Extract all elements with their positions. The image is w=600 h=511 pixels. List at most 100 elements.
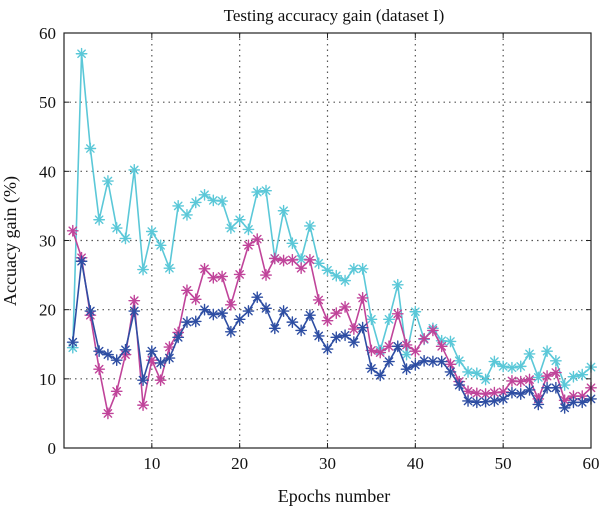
data-point-marker [268, 252, 281, 265]
data-point-marker [400, 363, 413, 376]
data-point-marker [207, 308, 220, 321]
data-point-marker [558, 401, 571, 414]
data-point-marker [93, 213, 106, 226]
data-point-marker [470, 367, 483, 380]
series-3 [66, 255, 597, 414]
series-layer [66, 47, 597, 420]
data-point-marker [418, 332, 431, 345]
data-point-marker [514, 375, 527, 388]
data-point-marker [75, 255, 88, 268]
data-point-marker [356, 292, 369, 304]
data-point-marker [321, 314, 334, 327]
data-point-marker [145, 225, 158, 238]
data-point-marker [427, 355, 439, 368]
data-point-marker [356, 321, 369, 334]
data-point-marker [435, 355, 448, 368]
data-point-marker [304, 220, 316, 232]
data-point-marker [242, 223, 255, 236]
series-line [71, 260, 592, 409]
data-point-marker [233, 313, 246, 326]
data-point-marker [251, 186, 264, 198]
data-point-marker [462, 366, 474, 378]
data-point-marker [549, 381, 562, 394]
data-point-marker [224, 325, 237, 338]
data-point-marker [260, 184, 272, 197]
data-point-marker [497, 392, 510, 405]
data-point-marker [66, 336, 79, 349]
data-point-marker [462, 385, 474, 398]
data-point-marker [260, 269, 272, 281]
data-point-marker [339, 274, 351, 287]
data-point-marker [286, 237, 299, 250]
data-point-marker [409, 345, 422, 358]
data-point-marker [514, 388, 527, 400]
data-point-marker [347, 336, 360, 349]
data-point-marker [523, 348, 536, 360]
data-point-marker [137, 263, 149, 276]
data-point-marker [391, 307, 404, 320]
data-point-marker [514, 360, 527, 373]
data-point-marker [365, 362, 378, 375]
data-point-marker [400, 339, 413, 351]
data-point-marker [277, 204, 290, 217]
data-point-marker [154, 374, 167, 387]
series-line [71, 52, 592, 386]
data-point-marker [110, 354, 123, 367]
y-tick-label: 0 [48, 439, 57, 458]
data-point-marker [365, 313, 378, 326]
data-point-marker [84, 305, 97, 317]
data-point-marker [321, 264, 334, 277]
data-point-marker [119, 232, 132, 245]
data-point-marker [295, 262, 308, 275]
data-point-marker [497, 386, 510, 398]
data-point-marker [391, 340, 404, 353]
data-point-marker [576, 368, 589, 381]
data-point-marker [383, 355, 395, 368]
data-point-marker [260, 302, 272, 315]
data-point-marker [532, 398, 545, 411]
data-point-marker [154, 239, 167, 252]
chart-title: Testing accuracy gain (dataset I) [224, 6, 445, 25]
data-point-marker [128, 305, 141, 317]
data-point-marker [154, 357, 167, 369]
data-point-marker [198, 303, 211, 316]
series-line [72, 230, 592, 415]
data-point-marker [444, 366, 457, 378]
y-tick-label: 40 [39, 162, 56, 181]
data-point-marker [435, 340, 448, 353]
data-point-marker [110, 222, 123, 234]
data-point-marker [66, 224, 79, 237]
data-point-marker [102, 348, 114, 361]
data-point-marker [330, 331, 343, 344]
data-point-marker [75, 47, 88, 60]
x-axis-title: Epochs number [278, 486, 390, 506]
data-point-marker [110, 385, 123, 398]
data-point-marker [119, 343, 132, 356]
x-tick-label: 60 [583, 454, 600, 473]
y-tick-label: 10 [39, 370, 56, 389]
data-point-marker [172, 200, 185, 212]
y-axis-ticks: 0 10 20 30 40 50 60 [39, 24, 591, 458]
x-tick-label: 40 [407, 454, 424, 473]
data-point-marker [251, 291, 264, 304]
data-point-marker [576, 396, 589, 409]
data-point-marker [216, 307, 229, 320]
data-point-marker [347, 323, 360, 335]
data-point-marker [374, 369, 387, 382]
data-point-marker [251, 233, 264, 246]
data-point-marker [330, 307, 343, 320]
data-point-marker [93, 345, 106, 358]
data-point-marker [391, 278, 404, 291]
data-point-marker [409, 359, 422, 371]
data-point-marker [233, 268, 246, 281]
data-point-marker [145, 345, 158, 358]
y-tick-label: 60 [39, 24, 56, 43]
data-point-marker [339, 329, 351, 342]
data-point-marker [198, 188, 211, 201]
data-point-marker [532, 371, 545, 384]
data-point-marker [462, 395, 474, 407]
data-point-marker [233, 213, 246, 226]
y-tick-label: 20 [39, 301, 56, 320]
y-tick-label: 50 [39, 93, 56, 112]
